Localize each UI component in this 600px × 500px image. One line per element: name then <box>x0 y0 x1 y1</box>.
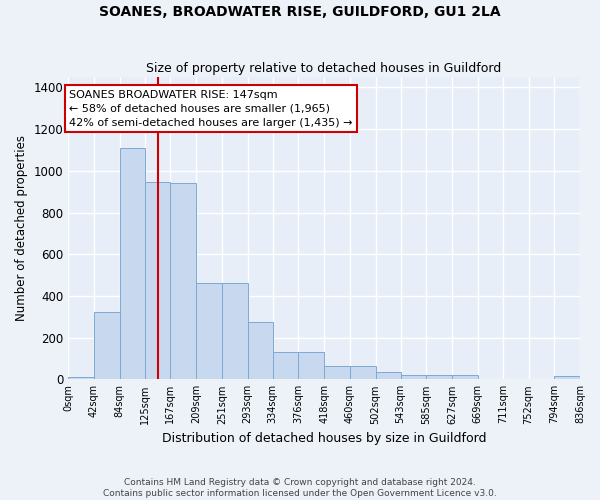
Y-axis label: Number of detached properties: Number of detached properties <box>15 135 28 321</box>
Bar <box>272 352 298 380</box>
Bar <box>452 374 478 380</box>
Bar <box>68 377 94 380</box>
Bar <box>248 322 272 380</box>
Bar <box>376 372 401 380</box>
Bar <box>196 284 222 380</box>
Text: SOANES, BROADWATER RISE, GUILDFORD, GU1 2LA: SOANES, BROADWATER RISE, GUILDFORD, GU1 … <box>99 5 501 19</box>
Bar <box>427 374 452 380</box>
Title: Size of property relative to detached houses in Guildford: Size of property relative to detached ho… <box>146 62 502 74</box>
X-axis label: Distribution of detached houses by size in Guildford: Distribution of detached houses by size … <box>162 432 487 445</box>
Text: SOANES BROADWATER RISE: 147sqm
← 58% of detached houses are smaller (1,965)
42% : SOANES BROADWATER RISE: 147sqm ← 58% of … <box>70 90 353 128</box>
Bar <box>554 376 580 380</box>
Bar <box>170 184 196 380</box>
Bar <box>119 148 145 380</box>
Bar <box>298 352 324 380</box>
Text: Contains HM Land Registry data © Crown copyright and database right 2024.
Contai: Contains HM Land Registry data © Crown c… <box>103 478 497 498</box>
Bar <box>324 366 350 380</box>
Bar <box>94 312 119 380</box>
Bar <box>350 366 376 380</box>
Bar <box>401 374 427 380</box>
Bar <box>222 284 248 380</box>
Bar <box>145 182 170 380</box>
